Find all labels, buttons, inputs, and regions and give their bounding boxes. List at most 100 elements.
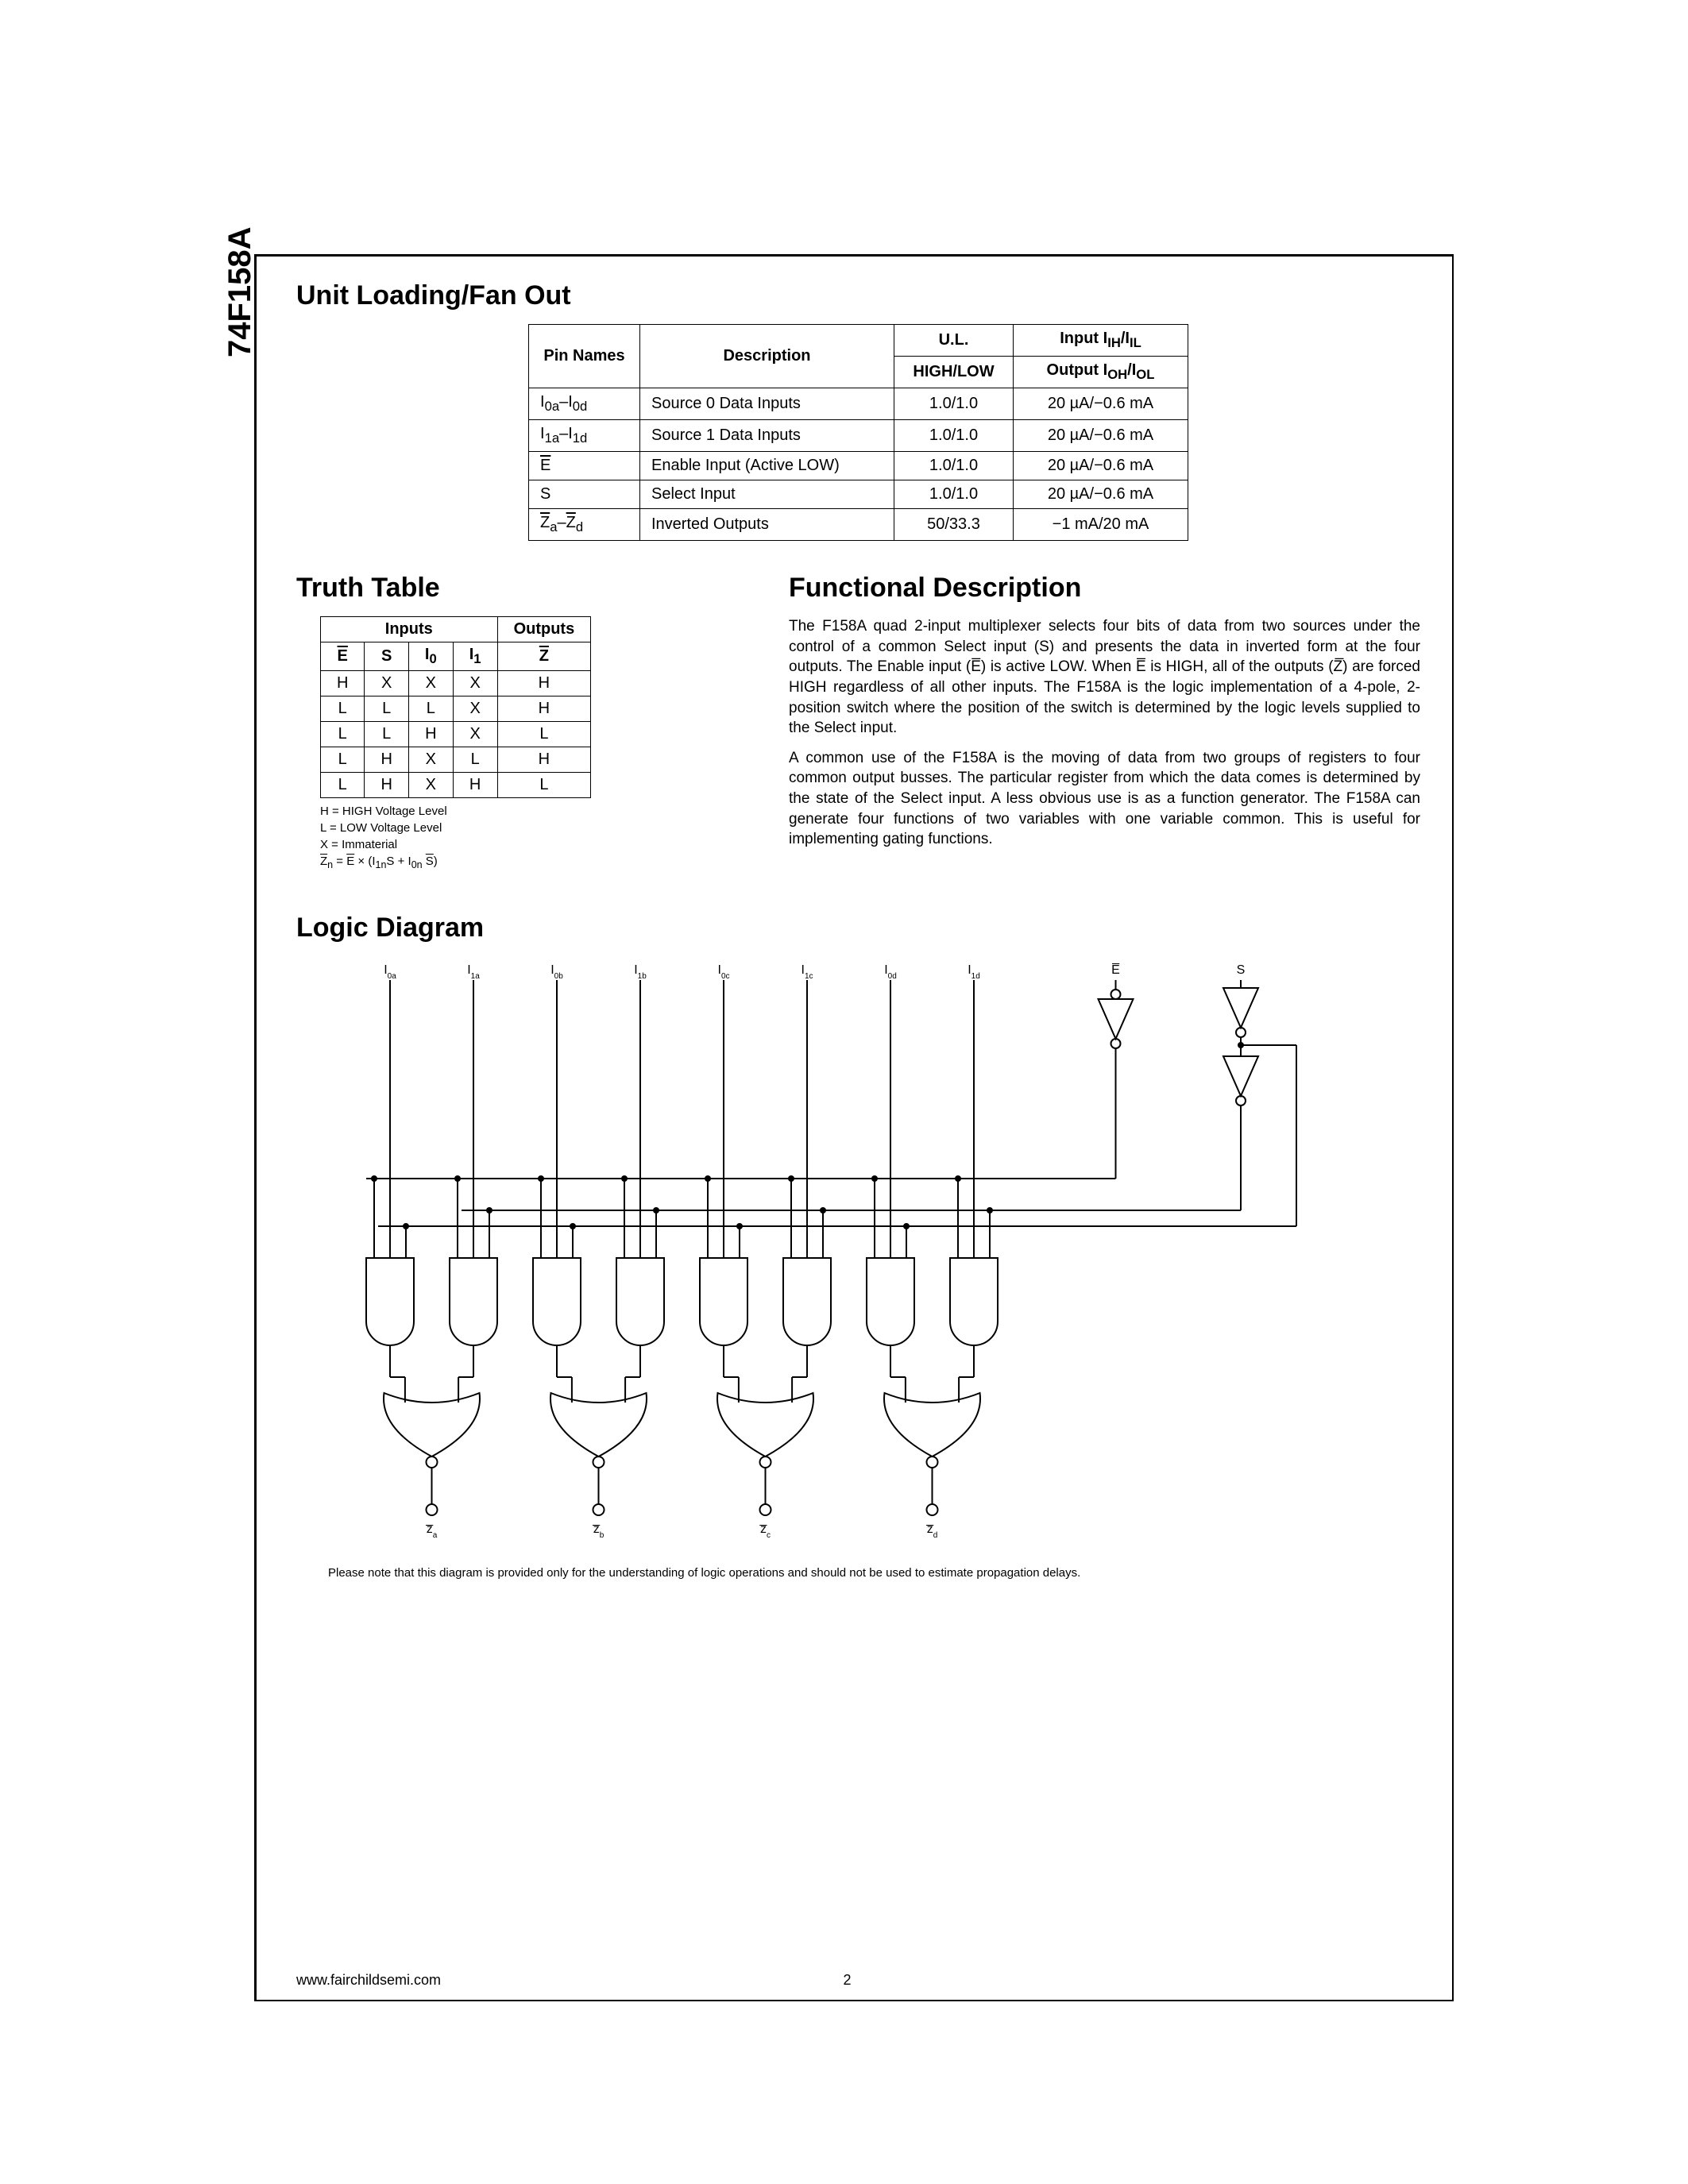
svg-text:z̅b: z̅b bbox=[592, 1522, 604, 1540]
functional-title: Functional Description bbox=[789, 573, 1420, 604]
ul-th-ul-sub: HIGH/LOW bbox=[894, 357, 1014, 388]
tt-cell: X bbox=[453, 722, 497, 747]
tt-cell: X bbox=[408, 747, 453, 773]
io-cell: −1 mA/20 mA bbox=[1014, 509, 1188, 541]
desc-cell: Source 1 Data Inputs bbox=[640, 420, 894, 452]
tt-cell: L bbox=[365, 696, 408, 722]
table-row: I1a–I1dSource 1 Data Inputs1.0/1.020 µA/… bbox=[529, 420, 1188, 452]
tt-cell: L bbox=[453, 747, 497, 773]
ul-cell: 50/33.3 bbox=[894, 509, 1014, 541]
note-line: L = LOW Voltage Level bbox=[320, 820, 741, 836]
page-footer: www.fairchildsemi.com 2 bbox=[296, 1972, 1412, 1989]
tt-cell: X bbox=[408, 671, 453, 696]
svg-text:I1d: I1d bbox=[968, 963, 980, 981]
io-cell: 20 µA/−0.6 mA bbox=[1014, 480, 1188, 509]
svg-text:I0d: I0d bbox=[884, 963, 897, 981]
tt-cell: L bbox=[321, 773, 365, 798]
truth-table-notes: H = HIGH Voltage LevelL = LOW Voltage Le… bbox=[320, 803, 741, 873]
io-cell: 20 µA/−0.6 mA bbox=[1014, 420, 1188, 452]
desc-cell: Enable Input (Active LOW) bbox=[640, 452, 894, 480]
svg-text:I1c: I1c bbox=[801, 963, 813, 981]
logic-diagram-note: Please note that this diagram is provide… bbox=[328, 1566, 1420, 1580]
page: 74F158A Unit Loading/Fan Out Pin Names D… bbox=[0, 0, 1688, 2184]
table-row: LLHXL bbox=[321, 722, 591, 747]
truth-table-title: Truth Table bbox=[296, 573, 741, 604]
functional-body: The F158A quad 2-input multiplexer selec… bbox=[789, 616, 1420, 850]
io-cell: 20 µA/−0.6 mA bbox=[1014, 388, 1188, 420]
tt-col-header: I0 bbox=[408, 642, 453, 671]
tt-cell: H bbox=[453, 773, 497, 798]
tt-cell: X bbox=[453, 671, 497, 696]
pin-cell: I0a–I0d bbox=[529, 388, 640, 420]
ul-cell: 1.0/1.0 bbox=[894, 452, 1014, 480]
part-number-side-label: 74F158A bbox=[222, 226, 258, 357]
tt-cell: H bbox=[365, 747, 408, 773]
tt-th-outputs: Outputs bbox=[497, 617, 591, 642]
logic-diagram: I0aI1aI0bI1bI0cI1cI0dI1dE̅Sz̅az̅bz̅cz̅d bbox=[311, 956, 1407, 1560]
svg-text:I1b: I1b bbox=[634, 963, 647, 981]
tt-cell: H bbox=[365, 773, 408, 798]
ul-cell: 1.0/1.0 bbox=[894, 388, 1014, 420]
table-row: LLLXH bbox=[321, 696, 591, 722]
tt-cell: H bbox=[321, 671, 365, 696]
unit-loading-title: Unit Loading/Fan Out bbox=[296, 280, 1420, 311]
svg-text:I0c: I0c bbox=[717, 963, 729, 981]
unit-loading-table: Pin Names Description U.L. Input IIH/IIL… bbox=[528, 324, 1188, 541]
table-row: LHXLH bbox=[321, 747, 591, 773]
table-row: I0a–I0dSource 0 Data Inputs1.0/1.020 µA/… bbox=[529, 388, 1188, 420]
ul-cell: 1.0/1.0 bbox=[894, 480, 1014, 509]
svg-text:S: S bbox=[1236, 963, 1245, 977]
svg-text:I0b: I0b bbox=[550, 963, 563, 981]
tt-col-header: S bbox=[365, 642, 408, 671]
paragraph: The F158A quad 2-input multiplexer selec… bbox=[789, 616, 1420, 739]
tt-cell: X bbox=[453, 696, 497, 722]
two-column-layout: Truth Table Inputs Outputs ESI0I1Z HXXXH… bbox=[296, 573, 1420, 873]
svg-text:I1a: I1a bbox=[467, 963, 480, 981]
table-row: Za–ZdInverted Outputs50/33.3−1 mA/20 mA bbox=[529, 509, 1188, 541]
tt-col-header: I1 bbox=[453, 642, 497, 671]
ul-th-desc: Description bbox=[640, 325, 894, 388]
truth-table-column: Truth Table Inputs Outputs ESI0I1Z HXXXH… bbox=[296, 573, 741, 873]
svg-text:z̅d: z̅d bbox=[925, 1522, 937, 1540]
note-equation: Zn = E × (I1nS + I0n S) bbox=[320, 853, 741, 873]
svg-text:z̅a: z̅a bbox=[425, 1522, 437, 1540]
ul-th-ul: U.L. bbox=[894, 325, 1014, 357]
table-row: LHXHL bbox=[321, 773, 591, 798]
tt-cell: L bbox=[321, 696, 365, 722]
tt-cell: H bbox=[497, 696, 591, 722]
truth-table: Inputs Outputs ESI0I1Z HXXXHLLLXHLLHXLLH… bbox=[320, 616, 591, 798]
table-row: HXXXH bbox=[321, 671, 591, 696]
logic-diagram-section: Logic Diagram I0a I1a I0b I1b I0c I1c I0d I1d E̅… bbox=[296, 913, 1420, 1580]
tt-col-header: E bbox=[321, 642, 365, 671]
ul-th-pin: Pin Names bbox=[529, 325, 640, 388]
footer-page: 2 bbox=[844, 1972, 852, 1989]
functional-description-column: Functional Description The F158A quad 2-… bbox=[789, 573, 1420, 873]
tt-cell: L bbox=[365, 722, 408, 747]
logic-diagram-title: Logic Diagram bbox=[296, 913, 1420, 943]
io-cell: 20 µA/−0.6 mA bbox=[1014, 452, 1188, 480]
ul-cell: 1.0/1.0 bbox=[894, 420, 1014, 452]
note-line: X = Immaterial bbox=[320, 836, 741, 853]
tt-cell: L bbox=[497, 773, 591, 798]
tt-col-header: Z bbox=[497, 642, 591, 671]
ul-th-io-in: Input IIH/IIL bbox=[1014, 325, 1188, 357]
note-line: H = HIGH Voltage Level bbox=[320, 803, 741, 820]
tt-cell: L bbox=[321, 747, 365, 773]
tt-cell: L bbox=[497, 722, 591, 747]
paragraph: A common use of the F158A is the moving … bbox=[789, 748, 1420, 850]
pin-cell: E bbox=[529, 452, 640, 480]
tt-cell: L bbox=[408, 696, 453, 722]
tt-cell: X bbox=[365, 671, 408, 696]
svg-text:E̅: E̅ bbox=[1111, 963, 1120, 977]
ul-th-io-out: Output IOH/IOL bbox=[1014, 357, 1188, 388]
tt-th-inputs: Inputs bbox=[321, 617, 498, 642]
pin-cell: S bbox=[529, 480, 640, 509]
desc-cell: Inverted Outputs bbox=[640, 509, 894, 541]
desc-cell: Source 0 Data Inputs bbox=[640, 388, 894, 420]
tt-cell: L bbox=[321, 722, 365, 747]
tt-cell: H bbox=[497, 671, 591, 696]
pin-cell: I1a–I1d bbox=[529, 420, 640, 452]
table-row: SSelect Input1.0/1.020 µA/−0.6 mA bbox=[529, 480, 1188, 509]
svg-text:I0a: I0a bbox=[384, 963, 396, 981]
content-frame: Unit Loading/Fan Out Pin Names Descripti… bbox=[254, 254, 1454, 2001]
